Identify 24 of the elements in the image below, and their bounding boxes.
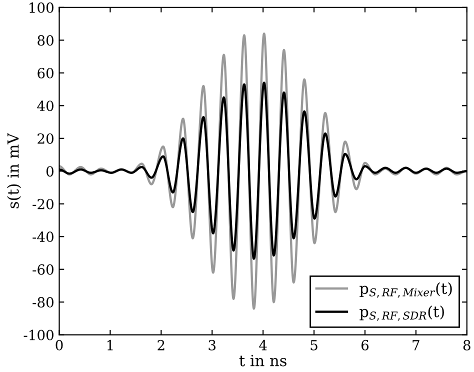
legend-label: p$_{S,RF,SDR}$(t) [360,305,444,321]
y-tick-label: 100 [30,2,54,13]
legend-label: p$_{S,RF,Mixer}$(t) [360,282,452,298]
x-tick-label: 1 [107,340,113,350]
x-tick-label: 7 [412,340,420,350]
y-tick-label: 40 [37,100,54,112]
y-tick-label: -80 [32,297,54,308]
y-tick-label: -60 [32,264,54,275]
x-tick-label: 4 [259,340,267,350]
y-tick-label: -40 [32,232,54,242]
y-tick-label: 80 [38,35,54,46]
x-tick-label: 2 [158,340,164,350]
x-tick-label: 8 [463,340,470,350]
y-axis-title: s(t) in mV [7,132,21,208]
x-axis-title: t in ns [239,354,286,366]
y-tick-label: 0 [46,166,54,177]
y-tick-label: 60 [38,68,54,78]
x-tick-label: 5 [310,340,318,350]
y-tick-label: -100 [24,330,54,340]
x-tick-label: 6 [361,340,369,350]
x-tick-label: 0 [56,340,63,350]
y-tick-label: -20 [32,198,54,210]
x-tick-label: 3 [208,340,216,350]
y-tick-label: 20 [38,133,54,144]
